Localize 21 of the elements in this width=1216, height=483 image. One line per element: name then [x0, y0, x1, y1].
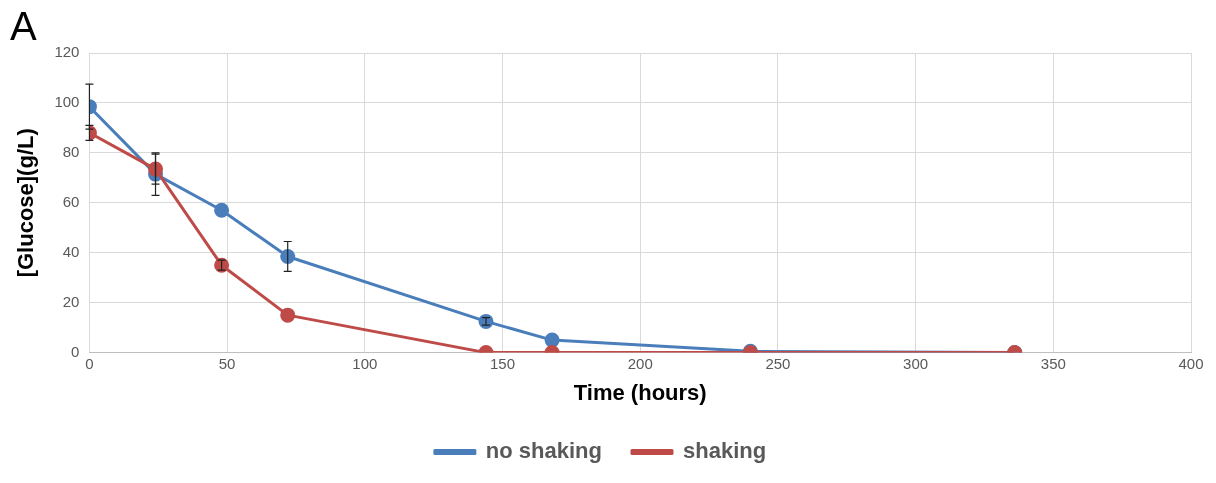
x-tick-label: 0: [85, 354, 94, 372]
y-tick-label: 40: [62, 242, 80, 260]
y-tick-label: 80: [62, 143, 80, 161]
legend-label: shaking: [682, 438, 767, 464]
x-tick-label: 250: [765, 354, 791, 372]
x-axis-title: Time (hours): [573, 379, 707, 405]
y-tick-label: 60: [62, 192, 80, 210]
x-tick-label: 150: [490, 354, 516, 372]
x-tick-label: 100: [352, 354, 378, 372]
y-tick-label: 100: [54, 93, 80, 111]
y-tick-label: 0: [71, 342, 80, 360]
x-tick-label: 200: [627, 354, 653, 372]
y-axis-title: [Glucose](g/L): [13, 128, 39, 278]
y-tick-label: 120: [54, 43, 80, 61]
x-tick-label: 300: [903, 354, 929, 372]
legend-label: no shaking: [485, 438, 602, 464]
x-tick-label: 350: [1040, 354, 1066, 372]
chart-title: A: [10, 4, 37, 49]
y-tick-label: 20: [62, 292, 80, 310]
x-tick-label: 50: [218, 354, 236, 372]
x-tick-label: 400: [1178, 354, 1204, 372]
